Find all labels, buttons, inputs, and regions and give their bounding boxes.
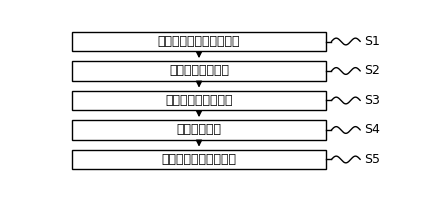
Text: 反应控制步骤: 反应控制步骤: [177, 124, 222, 137]
FancyBboxPatch shape: [72, 31, 326, 52]
Text: 设置反应环境步骤: 设置反应环境步骤: [169, 64, 229, 77]
Text: S5: S5: [364, 153, 380, 166]
Text: S2: S2: [364, 64, 379, 77]
Text: 添加第二反应物步骤: 添加第二反应物步骤: [165, 94, 233, 107]
Text: S1: S1: [364, 35, 379, 48]
FancyBboxPatch shape: [72, 91, 326, 110]
Text: 制备第一反应物溶液步骤: 制备第一反应物溶液步骤: [158, 35, 240, 48]
Text: S3: S3: [364, 94, 379, 107]
Text: S4: S4: [364, 124, 379, 137]
Text: 获得丙烯酸锌产品步骤: 获得丙烯酸锌产品步骤: [162, 153, 237, 166]
FancyBboxPatch shape: [72, 120, 326, 140]
FancyBboxPatch shape: [72, 149, 326, 170]
FancyBboxPatch shape: [72, 61, 326, 81]
